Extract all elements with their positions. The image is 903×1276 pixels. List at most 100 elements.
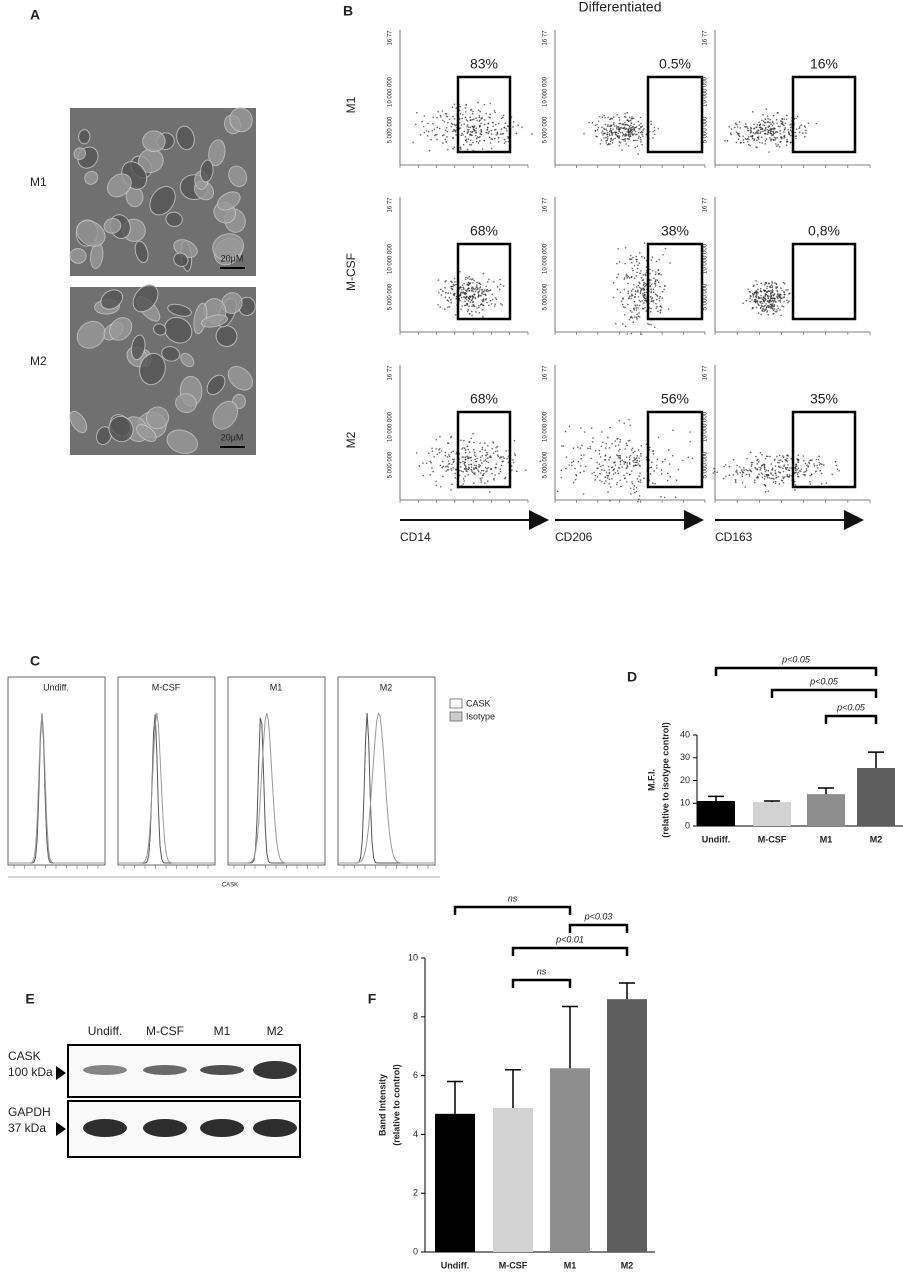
event-dot	[612, 131, 615, 134]
event-dot	[778, 454, 781, 457]
significance-bracket	[770, 688, 878, 698]
event-dot	[766, 287, 768, 290]
event-dot	[640, 444, 643, 447]
event-dot	[777, 471, 780, 473]
event-dot	[486, 288, 488, 291]
event-dot	[458, 109, 461, 112]
event-dot	[631, 115, 633, 118]
event-dot	[490, 133, 493, 135]
event-dot	[450, 299, 452, 301]
event-dot	[489, 491, 491, 493]
event-dot	[758, 141, 761, 144]
event-dot	[462, 287, 465, 290]
event-dot	[761, 302, 764, 305]
event-dot	[631, 482, 634, 485]
event-dot	[774, 482, 777, 485]
event-dot	[775, 301, 777, 303]
event-dot	[712, 472, 715, 474]
event-dot	[779, 301, 782, 303]
event-dot	[640, 126, 642, 128]
event-dot	[474, 134, 477, 137]
event-dot	[450, 125, 452, 128]
event-dot	[785, 144, 788, 147]
event-dot	[632, 139, 635, 142]
significance-bracket	[453, 905, 572, 915]
event-dot	[754, 133, 756, 135]
y-tick-label: 5 000 000	[703, 451, 709, 478]
event-dot	[762, 308, 765, 311]
event-dot	[602, 464, 604, 467]
event-dot	[479, 140, 481, 142]
event-dot	[643, 128, 645, 130]
event-dot	[601, 116, 604, 118]
event-dot	[439, 464, 442, 467]
event-dot	[816, 464, 818, 467]
event-dot	[466, 310, 469, 313]
event-dot	[471, 314, 473, 317]
event-dot	[662, 253, 664, 256]
event-dot	[505, 450, 507, 452]
event-dot	[780, 140, 782, 143]
event-dot	[607, 436, 609, 439]
event-dot	[627, 282, 629, 285]
event-dot	[423, 115, 426, 117]
event-dot	[782, 281, 785, 284]
event-dot	[577, 460, 580, 463]
event-dot	[753, 127, 756, 130]
significance-label: ns	[508, 893, 518, 903]
event-dot	[644, 299, 646, 302]
y-tick-label: 5 000 000	[703, 283, 709, 310]
event-dot	[634, 304, 636, 306]
event-dot	[748, 475, 751, 477]
event-dot	[628, 277, 631, 279]
event-dot	[453, 129, 455, 132]
event-dot	[639, 453, 642, 455]
event-dot	[760, 313, 762, 316]
event-dot	[477, 101, 479, 104]
event-dot	[492, 125, 494, 128]
event-dot	[479, 283, 482, 286]
event-dot	[612, 296, 615, 299]
event-dot	[485, 460, 488, 463]
event-dot	[821, 482, 823, 485]
event-dot	[638, 281, 640, 284]
event-dot	[730, 133, 732, 136]
event-dot	[468, 289, 471, 292]
event-dot	[605, 142, 608, 144]
event-dot	[624, 140, 626, 142]
event-dot	[638, 124, 641, 126]
event-dot	[591, 121, 594, 124]
x-axis-label: CASK	[222, 883, 238, 889]
event-dot	[614, 445, 617, 447]
event-dot	[781, 137, 783, 140]
event-dot	[624, 128, 627, 131]
event-dot	[455, 283, 457, 286]
event-dot	[470, 456, 472, 459]
event-dot	[805, 129, 807, 132]
event-dot	[779, 132, 781, 135]
event-dot	[609, 140, 612, 143]
event-dot	[464, 292, 467, 294]
cell	[228, 165, 248, 188]
event-dot	[512, 120, 515, 123]
event-dot	[658, 297, 661, 300]
event-dot	[452, 115, 454, 118]
event-dot	[445, 127, 448, 129]
event-dot	[771, 467, 774, 470]
event-dot	[630, 295, 633, 297]
cell	[175, 393, 197, 413]
event-dot	[639, 465, 641, 468]
event-dot	[514, 454, 517, 457]
event-dot	[639, 272, 641, 275]
event-dot	[641, 133, 643, 136]
event-dot	[772, 301, 775, 303]
event-dot	[618, 419, 621, 422]
event-dot	[605, 136, 607, 139]
event-dot	[619, 448, 621, 451]
event-dot	[450, 122, 453, 125]
event-dot	[451, 137, 454, 139]
event-dot	[771, 285, 774, 287]
cell	[221, 292, 243, 314]
event-dot	[444, 129, 447, 132]
event-dot	[654, 273, 657, 276]
